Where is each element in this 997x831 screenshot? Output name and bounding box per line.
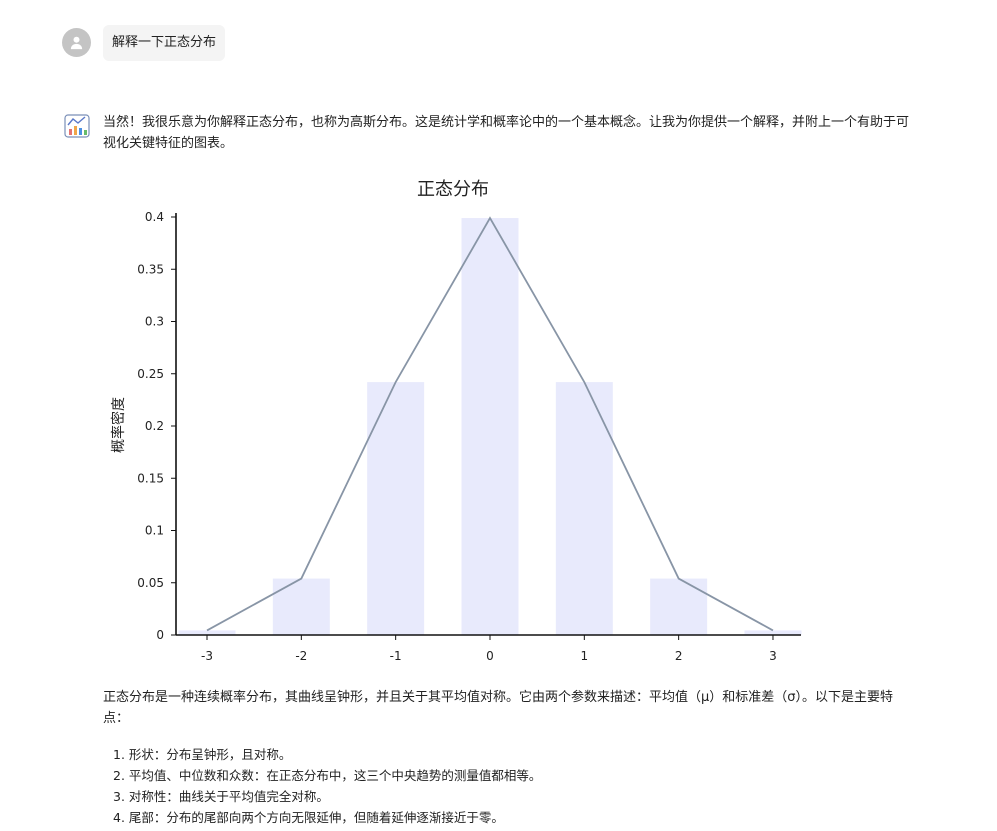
bar: [744, 630, 802, 635]
x-tick-label: -1: [390, 649, 402, 663]
assistant-intro: 当然！我很乐意为你解释正态分布，也称为高斯分布。这是统计学和概率论中的一个基本概…: [103, 115, 910, 151]
bar: [367, 382, 425, 635]
assistant-avatar: [64, 113, 90, 139]
density-line: [206, 216, 774, 632]
bar: [555, 382, 613, 635]
tick-labels: 0 0.05 0.1 0.15 0.2 0.25 0.3 0.35 0.4 -3 -2 -1 0 1 2 3: [137, 210, 777, 663]
bar: [272, 578, 330, 635]
x-tick-label: -3: [201, 649, 213, 663]
axes: [171, 213, 801, 640]
x-tick-label: 1: [580, 649, 588, 663]
x-tick-label: 0: [486, 649, 494, 663]
y-tick-label: 0: [156, 628, 164, 642]
user-icon: [70, 36, 83, 50]
bar: [650, 578, 708, 635]
y-tick-label: 0.15: [137, 471, 164, 485]
density-line-path: [206, 216, 774, 632]
chart-logo-icon: [64, 114, 90, 138]
chart-title: 正态分布: [417, 179, 489, 200]
y-tick-label: 0.25: [137, 367, 164, 381]
user-message: 解释一下正态分布: [103, 25, 226, 61]
x-tick-label: 3: [769, 649, 777, 663]
y-tick-label: 0.35: [137, 262, 164, 276]
y-tick-label: 0.2: [145, 419, 164, 433]
x-tick-label: -2: [295, 649, 307, 663]
list-item: 2. 平均值、中位数和众数：在正态分布中，这三个中央趋势的测量值都相等。: [113, 768, 542, 783]
bar: [178, 630, 236, 635]
assistant-description: 正态分布是一种连续概率分布，其曲线呈钟形，并且关于其平均值对称。它由两个参数来描…: [103, 690, 894, 726]
list-item: 3. 对称性：曲线关于平均值完全对称。: [113, 789, 329, 804]
y-tick-label: 0.1: [145, 524, 164, 538]
list-item: 1. 形状：分布呈钟形，且对称。: [113, 747, 292, 762]
y-tick-label: 0.3: [145, 315, 164, 329]
user-avatar: [62, 28, 91, 57]
y-tick-label: 0.4: [145, 210, 164, 224]
bars: [178, 218, 802, 636]
feature-list: 1. 形状：分布呈钟形，且对称。 2. 平均值、中位数和众数：在正态分布中，这三…: [113, 744, 541, 828]
list-item: 4. 尾部：分布的尾部向两个方向无限延伸，但随着延伸逐渐接近于零。: [113, 810, 504, 825]
bar: [461, 218, 519, 636]
x-tick-label: 2: [675, 649, 683, 663]
y-tick-label: 0.05: [137, 576, 164, 590]
